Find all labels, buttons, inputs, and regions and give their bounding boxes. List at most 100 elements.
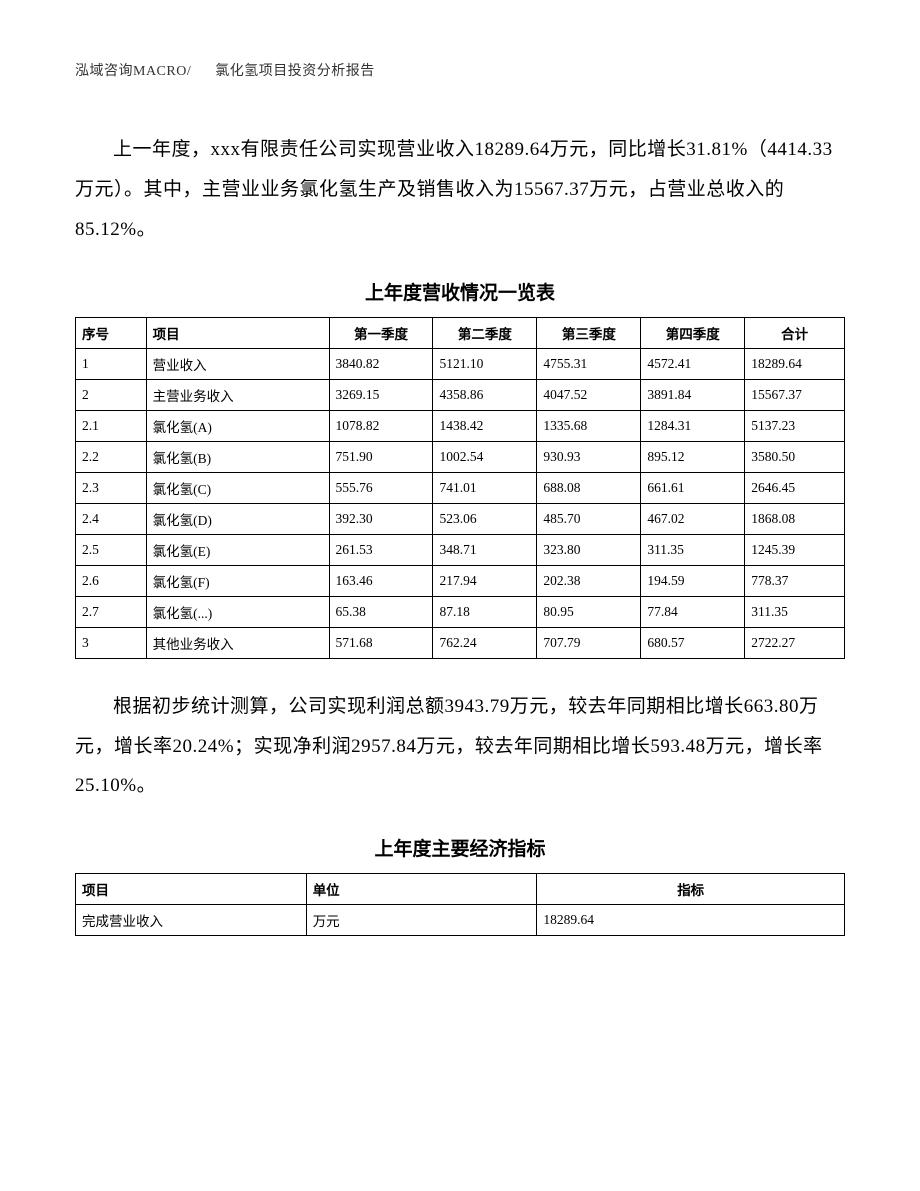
cell-total: 5137.23 xyxy=(745,410,845,441)
table-row: 2.7 氯化氢(...) 65.38 87.18 80.95 77.84 311… xyxy=(76,596,845,627)
cell-q2: 5121.10 xyxy=(433,348,537,379)
cell-item: 氯化氢(...) xyxy=(146,596,329,627)
cell-seq: 2.7 xyxy=(76,596,147,627)
cell-seq: 2.3 xyxy=(76,472,147,503)
cell-q3: 1335.68 xyxy=(537,410,641,441)
cell-q4: 895.12 xyxy=(641,441,745,472)
table-row: 2.2 氯化氢(B) 751.90 1002.54 930.93 895.12 … xyxy=(76,441,845,472)
table-row: 2.1 氯化氢(A) 1078.82 1438.42 1335.68 1284.… xyxy=(76,410,845,441)
cell-q2: 1002.54 xyxy=(433,441,537,472)
cell-seq: 1 xyxy=(76,348,147,379)
cell-q2: 1438.42 xyxy=(433,410,537,441)
th-item: 项目 xyxy=(146,317,329,348)
cell-q3: 202.38 xyxy=(537,565,641,596)
paragraph-1: 上一年度，xxx有限责任公司实现营业收入18289.64万元，同比增长31.81… xyxy=(75,130,845,250)
cell-q2: 217.94 xyxy=(433,565,537,596)
cell-item: 其他业务收入 xyxy=(146,627,329,658)
cell-q1: 163.46 xyxy=(329,565,433,596)
cell-q1: 3840.82 xyxy=(329,348,433,379)
cell-q4: 77.84 xyxy=(641,596,745,627)
cell-q3: 930.93 xyxy=(537,441,641,472)
cell-q3: 323.80 xyxy=(537,534,641,565)
page-header: 泓域咨询MACRO/ 氯化氢项目投资分析报告 xyxy=(75,60,845,80)
cell-seq: 2.5 xyxy=(76,534,147,565)
revenue-table: 序号 项目 第一季度 第二季度 第三季度 第四季度 合计 1 营业收入 3840… xyxy=(75,317,845,659)
table-header-row: 项目 单位 指标 xyxy=(76,874,845,905)
indicator-table: 项目 单位 指标 完成营业收入 万元 18289.64 xyxy=(75,873,845,936)
cell-total: 1245.39 xyxy=(745,534,845,565)
cell-total: 15567.37 xyxy=(745,379,845,410)
cell-q4: 3891.84 xyxy=(641,379,745,410)
cell-unit: 万元 xyxy=(306,905,537,936)
cell-q2: 4358.86 xyxy=(433,379,537,410)
th-unit: 单位 xyxy=(306,874,537,905)
table1-title: 上年度营收情况一览表 xyxy=(75,278,845,305)
table-header-row: 序号 项目 第一季度 第二季度 第三季度 第四季度 合计 xyxy=(76,317,845,348)
cell-q4: 194.59 xyxy=(641,565,745,596)
paragraph-2: 根据初步统计测算，公司实现利润总额3943.79万元，较去年同期相比增长663.… xyxy=(75,687,845,807)
cell-total: 1868.08 xyxy=(745,503,845,534)
cell-q4: 467.02 xyxy=(641,503,745,534)
cell-q2: 762.24 xyxy=(433,627,537,658)
cell-total: 2722.27 xyxy=(745,627,845,658)
cell-q1: 3269.15 xyxy=(329,379,433,410)
cell-total: 3580.50 xyxy=(745,441,845,472)
cell-q3: 80.95 xyxy=(537,596,641,627)
header-title: 氯化氢项目投资分析报告 xyxy=(215,64,375,79)
table-row: 2.6 氯化氢(F) 163.46 217.94 202.38 194.59 7… xyxy=(76,565,845,596)
cell-seq: 2.6 xyxy=(76,565,147,596)
table1-body: 1 营业收入 3840.82 5121.10 4755.31 4572.41 1… xyxy=(76,348,845,658)
cell-seq: 2.2 xyxy=(76,441,147,472)
cell-q4: 4572.41 xyxy=(641,348,745,379)
cell-q2: 87.18 xyxy=(433,596,537,627)
th-seq: 序号 xyxy=(76,317,147,348)
cell-item: 氯化氢(D) xyxy=(146,503,329,534)
cell-item: 氯化氢(A) xyxy=(146,410,329,441)
th-q1: 第一季度 xyxy=(329,317,433,348)
cell-q1: 65.38 xyxy=(329,596,433,627)
table-row: 3 其他业务收入 571.68 762.24 707.79 680.57 272… xyxy=(76,627,845,658)
cell-q4: 680.57 xyxy=(641,627,745,658)
cell-seq: 3 xyxy=(76,627,147,658)
table-row: 2 主营业务收入 3269.15 4358.86 4047.52 3891.84… xyxy=(76,379,845,410)
table-row: 2.5 氯化氢(E) 261.53 348.71 323.80 311.35 1… xyxy=(76,534,845,565)
cell-q1: 392.30 xyxy=(329,503,433,534)
cell-q4: 661.61 xyxy=(641,472,745,503)
cell-total: 18289.64 xyxy=(745,348,845,379)
th-total: 合计 xyxy=(745,317,845,348)
cell-total: 311.35 xyxy=(745,596,845,627)
cell-q1: 571.68 xyxy=(329,627,433,658)
cell-q3: 485.70 xyxy=(537,503,641,534)
cell-item: 氯化氢(C) xyxy=(146,472,329,503)
cell-q1: 261.53 xyxy=(329,534,433,565)
th-item: 项目 xyxy=(76,874,307,905)
cell-item: 氯化氢(E) xyxy=(146,534,329,565)
cell-item: 氯化氢(B) xyxy=(146,441,329,472)
cell-item: 氯化氢(F) xyxy=(146,565,329,596)
cell-q4: 1284.31 xyxy=(641,410,745,441)
cell-q1: 751.90 xyxy=(329,441,433,472)
cell-q2: 348.71 xyxy=(433,534,537,565)
cell-q2: 741.01 xyxy=(433,472,537,503)
cell-q3: 4047.52 xyxy=(537,379,641,410)
cell-item: 主营业务收入 xyxy=(146,379,329,410)
cell-q1: 555.76 xyxy=(329,472,433,503)
cell-item: 营业收入 xyxy=(146,348,329,379)
table-row: 2.4 氯化氢(D) 392.30 523.06 485.70 467.02 1… xyxy=(76,503,845,534)
cell-seq: 2 xyxy=(76,379,147,410)
cell-q3: 707.79 xyxy=(537,627,641,658)
cell-item: 完成营业收入 xyxy=(76,905,307,936)
cell-value: 18289.64 xyxy=(537,905,845,936)
cell-q4: 311.35 xyxy=(641,534,745,565)
th-value: 指标 xyxy=(537,874,845,905)
cell-total: 2646.45 xyxy=(745,472,845,503)
cell-q1: 1078.82 xyxy=(329,410,433,441)
table-row: 2.3 氯化氢(C) 555.76 741.01 688.08 661.61 2… xyxy=(76,472,845,503)
cell-total: 778.37 xyxy=(745,565,845,596)
cell-seq: 2.1 xyxy=(76,410,147,441)
table2-body: 完成营业收入 万元 18289.64 xyxy=(76,905,845,936)
cell-q2: 523.06 xyxy=(433,503,537,534)
th-q2: 第二季度 xyxy=(433,317,537,348)
table2-title: 上年度主要经济指标 xyxy=(75,834,845,861)
header-company: 泓域咨询MACRO/ xyxy=(75,64,191,79)
